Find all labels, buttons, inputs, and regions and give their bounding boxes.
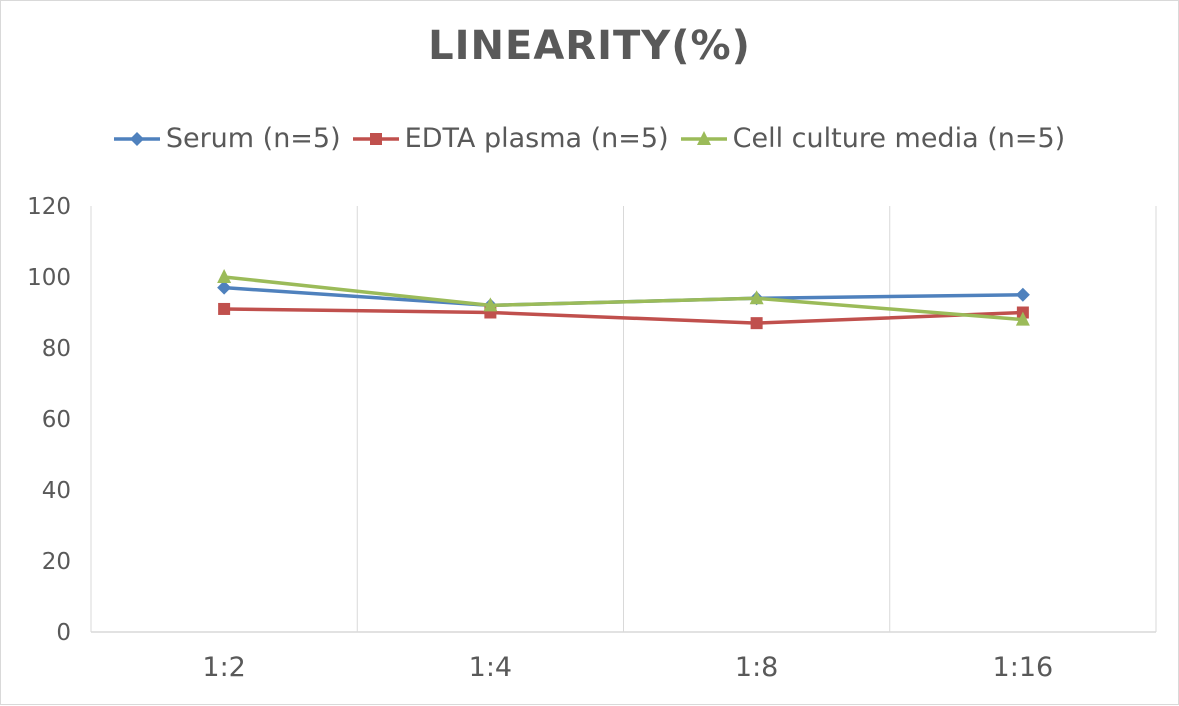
data-point [483,297,498,312]
x-tick-label: 1:16 [993,652,1054,683]
legend-square-icon [352,132,399,145]
x-tick-label: 1:2 [202,652,245,683]
y-tick-label: 0 [56,620,71,646]
x-tick-label: 1:8 [735,652,778,683]
data-point [749,290,764,305]
legend-triangle-icon [680,130,727,145]
y-tick-label: 120 [27,194,71,220]
x-tick-label: 1:4 [469,652,512,683]
legend-item: EDTA plasma (n=5) [352,123,669,154]
legend-label: Serum (n=5) [165,123,341,154]
series-line-2 [223,275,1024,322]
y-tick-label: 40 [42,478,71,504]
data-point [217,269,232,283]
y-tick-label: 20 [42,549,71,575]
legend-diamond-icon [113,131,160,146]
data-point [1015,311,1030,326]
legend-label: Cell culture media (n=5) [732,123,1066,154]
y-tick-label: 60 [42,407,71,433]
data-point [218,302,231,315]
legend-item: Serum (n=5) [113,123,341,154]
legend: Serum (n=5) EDTA plasma (n=5) Cell culture… [1,123,1178,154]
chart-title: LINEARITY(%) [428,23,751,69]
data-point [1015,287,1030,302]
series-line-1 [224,307,1023,325]
y-tick-label: 80 [42,336,71,362]
data-point [217,280,232,295]
y-tick-label: 100 [27,265,71,291]
legend-label: EDTA plasma (n=5) [404,123,669,154]
data-point [750,317,763,330]
legend-item: Cell culture media (n=5) [680,123,1066,154]
